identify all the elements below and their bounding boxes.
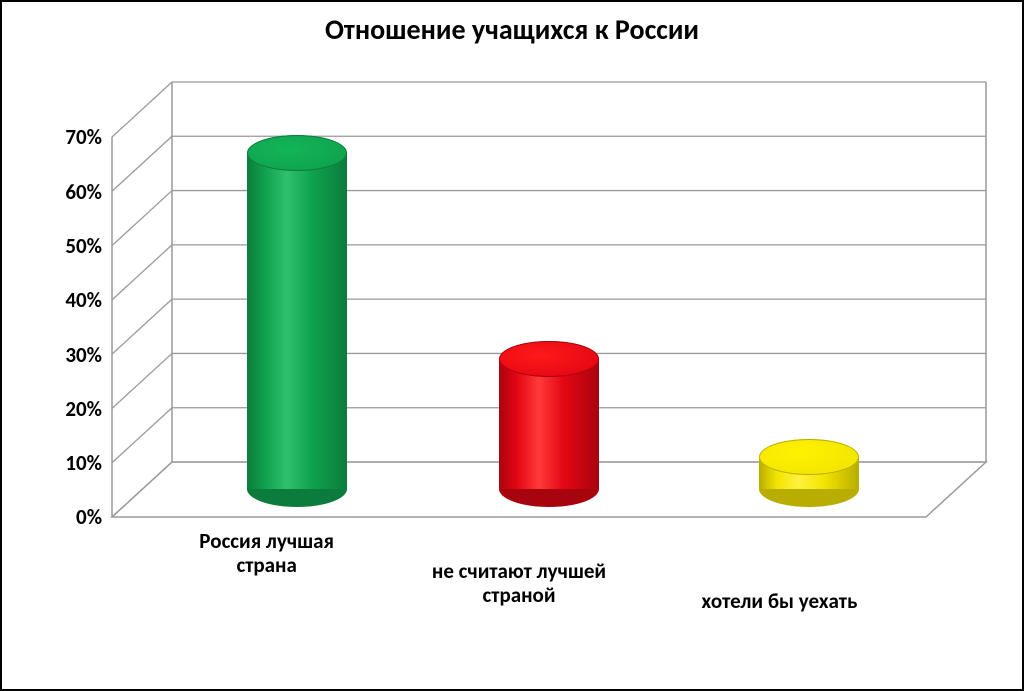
chart-title: Отношение учащихся к России [2,12,1022,47]
y-tick-label: 70% [42,124,102,150]
y-tick-label: 0% [42,504,102,530]
plot-area: 0% 10% 20% 30% 40% 50% 60% 70% Россия лучшаястр… [42,82,986,662]
x-axis-labels: Россия лучшаястранане считают лучшейстра… [112,82,986,542]
x-category-label: Россия лучшаястрана [137,529,397,577]
y-tick-label: 50% [42,233,102,259]
chart-frame: Отношение учащихся к России 0% 10% 20% 30% 4… [0,0,1024,691]
y-tick-label: 60% [42,179,102,205]
y-tick-label: 20% [42,396,102,422]
y-tick-label: 40% [42,287,102,313]
x-category-label: хотели бы уехать [649,589,909,613]
x-category-label: не считают лучшейстраной [389,559,649,607]
y-tick-label: 10% [42,450,102,476]
y-tick-label: 30% [42,342,102,368]
